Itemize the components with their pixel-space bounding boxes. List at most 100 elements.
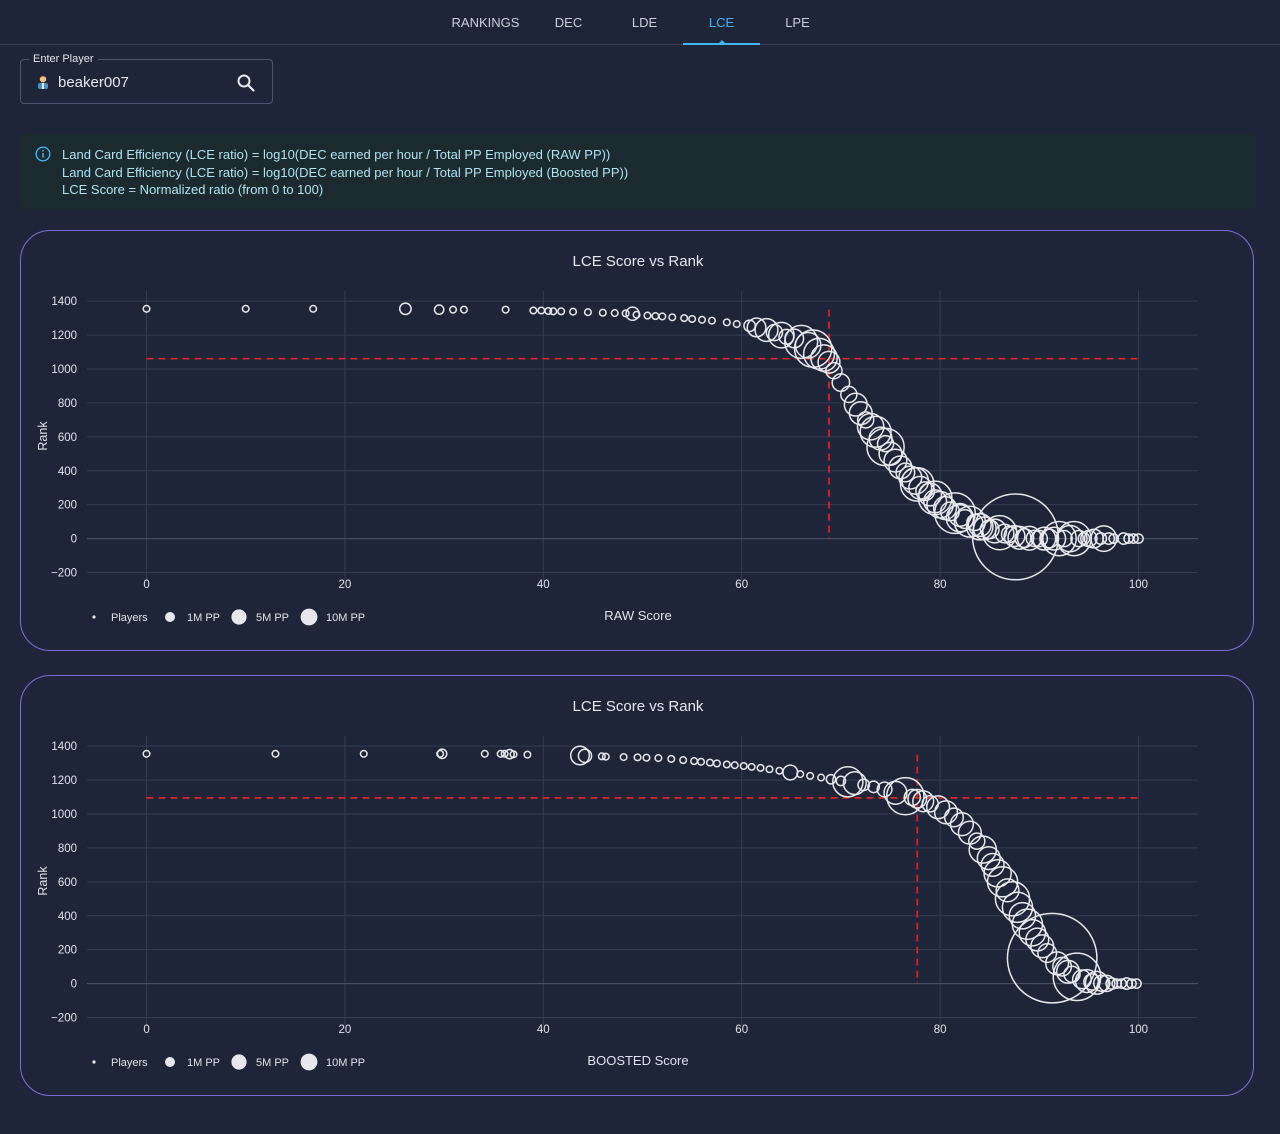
player-point (610, 309, 619, 318)
player-point (241, 304, 250, 313)
player-point (1041, 520, 1077, 557)
y-tick-label: 1200 (51, 330, 77, 342)
player-point (915, 481, 936, 502)
player-point (878, 441, 903, 466)
player-point (1039, 528, 1060, 549)
player-point (835, 775, 847, 787)
y-tick-label: −200 (51, 568, 77, 580)
legend-marker (231, 1054, 247, 1070)
player-point (784, 324, 819, 360)
player-point (142, 749, 151, 758)
player-point (730, 761, 739, 770)
player-point (668, 313, 677, 322)
player-point (895, 462, 916, 483)
legend-marker (92, 615, 96, 619)
tab-lce[interactable]: LCE (683, 0, 760, 45)
boosted-score-chart-card: −200 0 200 400 600 800 1000 1200 1400 0 20 40 60 80 10… (20, 675, 1254, 1096)
x-tick-label: 0 (143, 579, 149, 591)
x-tick-label: 40 (537, 579, 550, 591)
player-point (859, 415, 892, 448)
player-point (796, 770, 805, 779)
player-point (680, 314, 689, 323)
x-axis-label: BOOSTED Score (587, 1053, 688, 1068)
player-search-input[interactable] (58, 71, 228, 93)
legend-marker (300, 608, 318, 626)
player-point (667, 754, 676, 763)
player-point (775, 766, 784, 775)
y-axis-label: Rank (36, 421, 50, 451)
player-point (1016, 525, 1042, 551)
x-tick-label: 60 (735, 1024, 748, 1036)
search-icon[interactable] (236, 73, 256, 93)
player-point (142, 304, 151, 313)
tab-dec[interactable]: DEC (554, 15, 583, 30)
tab-rankings[interactable]: RANKINGS (451, 15, 520, 30)
player-point (1008, 901, 1037, 930)
player-point (504, 748, 515, 760)
y-tick-label: 0 (71, 534, 77, 546)
player-point (888, 455, 913, 480)
player-point (1018, 918, 1047, 947)
x-tick-label: 20 (339, 1024, 352, 1036)
info-icon (35, 146, 51, 162)
player-point (509, 750, 518, 759)
tab-lde[interactable]: LDE (631, 15, 658, 30)
player-point (549, 307, 558, 316)
player-point (843, 392, 868, 417)
player-point (577, 748, 593, 764)
legend-label: 10M PP (326, 612, 365, 624)
player-point (825, 773, 837, 785)
player-point (696, 757, 706, 766)
player-point (756, 763, 765, 772)
player-point (569, 307, 578, 316)
player-point (883, 780, 908, 805)
player-point (309, 304, 318, 313)
legend-label: 1M PP (187, 1057, 220, 1069)
info-line: Land Card Efficiency (LCE ratio) = log10… (62, 147, 611, 162)
raw-score-scatter-chart: −200 0 200 400 600 800 1000 1200 1400 0 20 40 60 80 10… (36, 253, 1198, 626)
player-point (842, 771, 867, 796)
player-point (1126, 978, 1137, 990)
player-point (832, 765, 864, 798)
y-tick-label: 1200 (51, 775, 77, 787)
player-point (1083, 973, 1101, 991)
player-point (1090, 525, 1118, 553)
player-point (994, 523, 1015, 544)
x-tick-label: 100 (1129, 1024, 1148, 1036)
player-point (544, 306, 553, 316)
y-tick-label: 400 (58, 911, 77, 923)
player-point (459, 305, 468, 314)
player-point (1131, 978, 1142, 990)
player-point (1014, 528, 1035, 549)
player-point (633, 753, 642, 762)
player-point (967, 832, 986, 850)
x-tick-label: 100 (1129, 579, 1148, 591)
player-point (856, 411, 875, 429)
legend-label: 5M PP (256, 1057, 289, 1069)
player-point (954, 509, 975, 530)
legend-marker (165, 612, 175, 622)
player-point (933, 492, 976, 535)
y-tick-label: −200 (51, 1013, 77, 1025)
tab-lpe[interactable]: LPE (785, 15, 810, 30)
y-tick-label: 600 (58, 432, 77, 444)
boosted-score-scatter-chart: −200 0 200 400 600 800 1000 1200 1400 0 20 40 60 80 10… (36, 698, 1198, 1071)
player-point (754, 317, 779, 343)
player-point (690, 757, 699, 766)
y-tick-label: 0 (71, 979, 77, 991)
player-point (597, 752, 606, 761)
player-point (876, 434, 895, 453)
y-tick-label: 1400 (51, 741, 77, 753)
player-point (688, 314, 697, 324)
player-point (697, 315, 707, 324)
player-point (983, 859, 1012, 888)
x-tick-label: 80 (934, 579, 947, 591)
player-point (1097, 974, 1116, 993)
y-tick-label: 1400 (51, 296, 77, 308)
legend-label: 10M PP (326, 1057, 365, 1069)
player-point (1094, 532, 1108, 546)
player-point (569, 745, 591, 766)
player-point (831, 373, 851, 393)
player-point (976, 845, 1001, 871)
player-point (1037, 943, 1058, 964)
